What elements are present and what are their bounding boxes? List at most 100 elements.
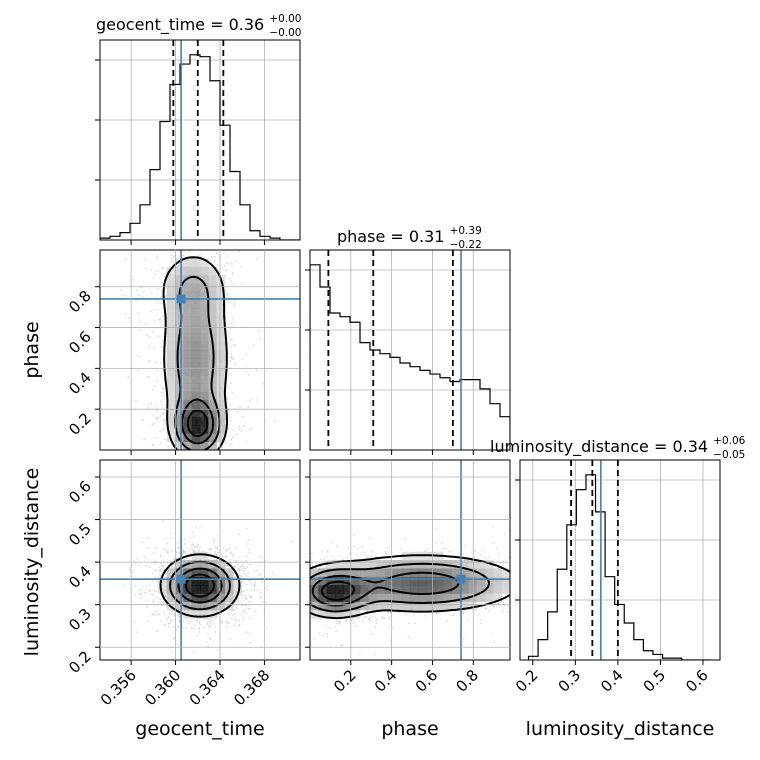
panel-frame [519,459,721,661]
sample-point [184,471,186,473]
sample-point [159,318,162,320]
sample-point [558,581,560,583]
sample-point [231,237,233,239]
sample-point [283,575,285,577]
density-cell [426,593,436,602]
sample-point [208,539,210,541]
density-cell [401,568,411,577]
sample-point [319,618,322,621]
sample-point [172,227,174,229]
density-cell [200,441,209,450]
sample-point [572,579,574,581]
y-tick-label-phase: 0.2 [65,409,95,439]
density-cell [410,576,419,586]
sample-point [249,563,252,566]
sample-point [229,558,232,561]
sample-point [210,548,213,551]
sample-point [155,610,158,613]
sample-point [161,387,164,389]
sample-point [245,597,248,600]
sample-point [303,636,305,638]
grid-2-0 [95,460,300,665]
sample-point [540,612,542,614]
sample-point [164,272,167,275]
sample-point [285,590,287,592]
contour-level-0 [159,553,241,618]
sample-point [139,592,142,595]
sample-point [308,606,310,608]
sample-point [306,616,308,618]
sample-point [156,416,158,419]
sample-point [191,543,194,546]
sample-point [135,563,137,566]
sample-point [266,588,269,591]
sample-point [188,461,190,463]
sample-point [214,550,217,553]
sample-point [162,428,164,431]
density-cell [183,341,192,351]
sample-point [164,295,167,298]
x-tick-label-phase: 0.6 [412,666,442,696]
sample-point [540,561,542,563]
sample-point [165,618,168,621]
sample-point [247,406,250,409]
sample-point [214,630,217,633]
title-geocent-time: geocent_time = 0.36 +0.00 −0.00 [96,7,307,39]
sample-point [270,599,272,601]
density-cell [401,593,411,602]
density-cell [191,568,201,577]
sample-point [171,610,174,612]
density-cell [208,275,217,284]
sample-point [234,547,237,549]
histogram-panel-luminosity-distance [515,459,721,665]
sample-point [524,580,526,582]
sample-point [537,596,539,598]
sample-point [245,353,247,356]
x-tick-label-phase: 0.8 [452,666,482,696]
y-tick-label-luminosity-distance: 0.5 [65,520,95,550]
density-cell [460,585,469,594]
sample-point [136,631,139,634]
sample-point [307,579,309,581]
sample-point [215,251,218,254]
sample-point [248,607,251,610]
sample-point [155,613,157,616]
sample-point [128,317,130,320]
sample-point [173,632,176,635]
sample-point [285,617,287,619]
sample-point [158,566,161,569]
sample-point [231,338,233,341]
sample-point [198,622,201,624]
sample-point [209,548,212,550]
sample-point [440,541,443,544]
sample-point [229,551,232,554]
sample-point [168,452,170,454]
sample-point [195,464,197,466]
density-cell [166,316,176,326]
sample-point [214,625,217,628]
sample-point [168,460,170,462]
sample-point [305,584,307,586]
sample-point [164,461,166,463]
density-cell [435,568,444,577]
sample-point [124,295,127,297]
sample-point [225,316,228,319]
sample-point [211,212,213,214]
sample-point [313,638,316,640]
sample-point [159,455,161,457]
sample-point [177,547,180,549]
density-cell [183,375,192,384]
sample-point [198,627,201,630]
density-cell [191,576,201,586]
density-cell [326,593,336,602]
sample-point [552,554,554,556]
sample-point [228,458,230,460]
sample-point [230,352,233,355]
sample-point [243,566,245,569]
sample-point [585,582,587,584]
sample-point [211,457,213,459]
sample-point [259,560,261,562]
sample-point [159,430,162,433]
sample-point [233,299,236,302]
sample-point [187,621,190,624]
